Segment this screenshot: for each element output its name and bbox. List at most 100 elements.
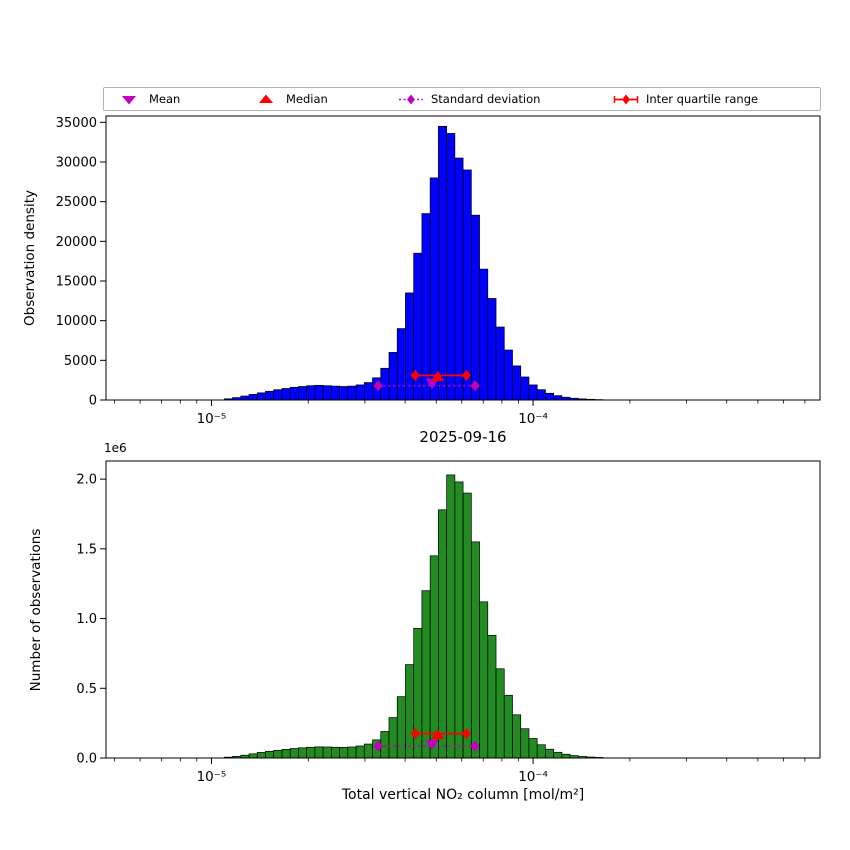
histogram-bar [331,385,340,401]
histogram-bar [339,747,349,759]
legend-label-median: Median [286,92,328,106]
histogram-bar [289,748,299,759]
histogram-bar [438,125,447,401]
legend-item-standard-deviation: Standard deviation [398,88,540,110]
number-of-observations-histogram: 0.0 0.5 1.0 1.5 2.0 10⁻⁵ 10⁻⁴ [76,460,821,785]
histogram-bar [512,365,522,401]
histogram-bar [355,745,365,759]
std-high-marker [470,740,480,752]
histogram-bar [256,392,266,401]
y-tick-label: 0 [89,394,97,409]
observation-density-histogram: 0 5000 10000 15000 20000 25000 30000 35000 10⁻⁵ 1… [56,115,821,427]
y-axis-offset-label: 1e6 [104,441,127,455]
histogram-bar [446,133,456,401]
y-tick-label: 2.0 [76,473,97,488]
histogram-bar [240,395,250,401]
histogram-bar [380,367,390,401]
inter-quartile-range-marker-icon [613,92,639,107]
histogram-bar [248,394,258,401]
standard-deviation-marker-icon [398,92,424,107]
x-tick-label: 10⁻⁴ [518,769,548,785]
median-marker [431,370,445,382]
histogram-bar [470,541,480,759]
histogram-bar [256,752,266,759]
histogram-bar [281,748,291,759]
histogram-bar [380,731,390,759]
histogram-bar [339,386,349,401]
x-tick-label: 10⁻⁵ [197,411,227,427]
histogram-bar [265,390,275,401]
y-tick-label: 10000 [56,314,97,329]
legend-item-median: Median [253,88,328,110]
histogram-bar [545,392,555,401]
iqr-q1-marker [410,369,420,381]
histogram-bar [314,384,324,401]
y-axis-label-number-of-observations: Number of observations [28,528,44,692]
iqr-q3-marker [461,369,471,381]
std-low-marker [373,380,383,392]
histogram-bar [388,352,398,401]
histogram-bar [306,746,316,759]
x-tick-label: 10⁻⁴ [518,411,548,427]
legend-label-mean: Mean [149,92,181,106]
histogram-bar [545,748,555,759]
plot-title-date: 2025-09-16 [419,428,507,446]
legend-label-inter-quartile-range: Inter quartile range [646,92,759,106]
histogram-bar [512,714,522,759]
histogram-bar [528,738,538,759]
histogram-bar [396,696,406,759]
histogram-bar [503,694,513,759]
y-tick-label: 1.0 [76,612,97,627]
histogram-bar [273,749,283,759]
legend-item-mean: Mean [116,88,180,110]
histogram-bar [421,213,431,401]
histogram-bar [363,743,373,759]
std-low-marker [373,740,383,752]
axes-frame [105,115,821,401]
histogram-bar [520,376,530,401]
histogram-bar [405,664,415,759]
histogram-bar [495,326,505,401]
histogram-bar [520,728,530,759]
legend-label-standard-deviation: Standard deviation [431,92,541,106]
histogram-bar [265,750,275,759]
histogram-bar [462,169,472,401]
histogram-bar [479,268,489,401]
median-marker [431,728,445,740]
histogram-bar [355,384,365,401]
histogram-bar [248,753,258,759]
histogram-bar [298,747,308,759]
mean-marker-icon [116,92,142,107]
y-tick-label: 30000 [56,156,97,171]
histogram-bar [561,753,571,759]
histogram-bar [388,717,398,759]
std-high-marker [470,380,480,392]
histogram-bar [347,385,357,401]
histogram-bar [314,746,324,759]
axes-frame [105,460,821,759]
histogram-bar [281,388,291,401]
legend-item-inter-quartile-range: Inter quartile range [613,88,758,110]
y-tick-label: 35000 [56,116,97,131]
y-tick-label: 0.0 [76,752,97,767]
median-marker-icon [253,92,279,107]
histogram-bar [347,746,357,759]
histogram-bar [479,601,489,759]
histogram-bar [396,328,406,401]
histogram-bar [429,177,439,401]
histogram-bar [322,746,332,759]
y-axis-label-observation-density: Observation density [22,190,38,326]
y-tick-label: 15000 [56,275,97,290]
histogram-bar [405,292,415,401]
histogram-bar [331,746,340,759]
iqr-q1-marker [410,728,420,740]
histogram-bar [298,386,308,401]
histogram-bar [322,385,332,401]
histogram-bar [553,751,563,759]
histogram-bar [429,555,439,759]
y-tick-label: 0.5 [76,682,97,697]
histogram-bar [273,389,283,401]
iqr-q3-marker [461,728,471,740]
